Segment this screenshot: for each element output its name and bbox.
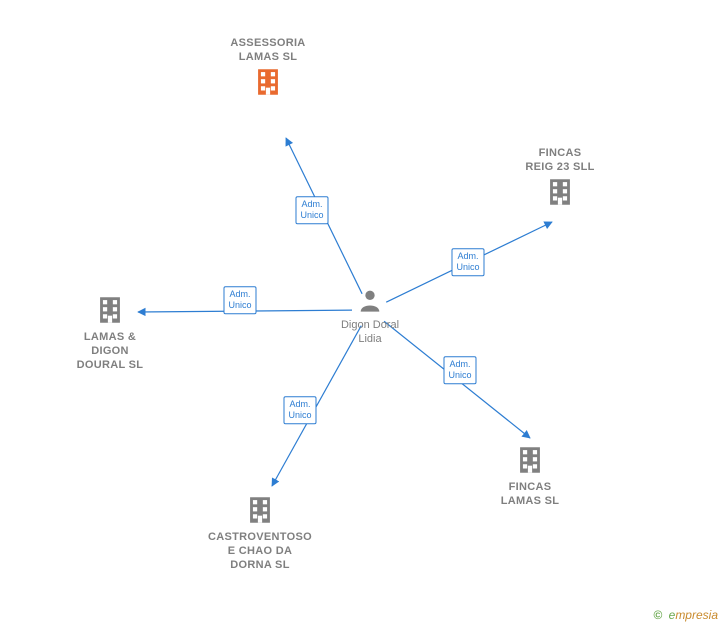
node-lamas-digon[interactable]: LAMAS & DIGON DOURAL SL <box>50 293 170 372</box>
node-label: CASTROVENTOSO E CHAO DA DORNA SL <box>200 531 320 572</box>
footer-copyright: © empresia <box>653 608 718 622</box>
node-label: ASSESSORIA LAMAS SL <box>208 37 328 65</box>
building-icon <box>543 175 577 209</box>
edge-label: Adm. Unico <box>283 396 316 424</box>
edge-label: Adm. Unico <box>223 286 256 314</box>
node-label: FINCAS LAMAS SL <box>470 481 590 509</box>
node-fincas-lamas[interactable]: FINCAS LAMAS SL <box>470 443 590 509</box>
brand-rest: mpresia <box>675 608 718 622</box>
diagram-canvas: Digon Doral Lidia ASSESSORIA LAMAS SL FIN… <box>0 0 728 630</box>
building-icon <box>243 493 277 527</box>
center-node-person[interactable]: Digon Doral Lidia <box>310 286 430 347</box>
copyright-symbol: © <box>653 608 662 622</box>
building-icon <box>513 443 547 477</box>
node-castroventoso[interactable]: CASTROVENTOSO E CHAO DA DORNA SL <box>200 493 320 572</box>
edge-label: Adm. Unico <box>443 356 476 384</box>
person-icon <box>356 286 384 314</box>
building-icon <box>251 65 285 99</box>
node-label: LAMAS & DIGON DOURAL SL <box>50 331 170 372</box>
building-icon <box>93 293 127 327</box>
edge-label: Adm. Unico <box>451 248 484 276</box>
node-fincas-reig[interactable]: FINCAS REIG 23 SLL <box>500 143 620 209</box>
node-label: Digon Doral Lidia <box>310 318 430 347</box>
node-label: FINCAS REIG 23 SLL <box>500 147 620 175</box>
node-assessoria[interactable]: ASSESSORIA LAMAS SL <box>208 33 328 99</box>
edge-label: Adm. Unico <box>295 196 328 224</box>
